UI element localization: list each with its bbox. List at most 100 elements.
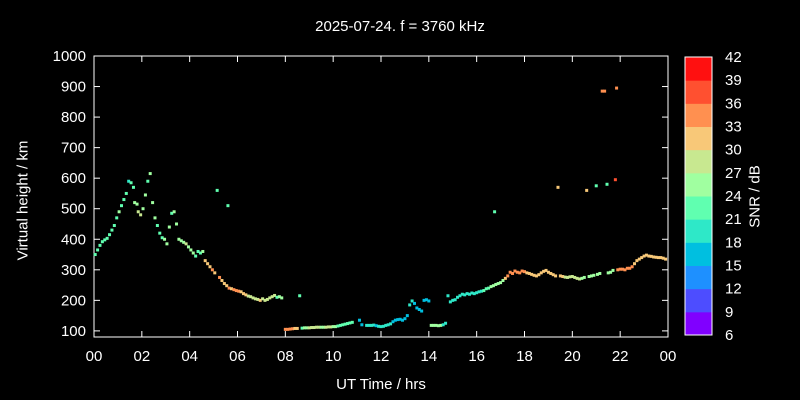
y-tick-label: 100 [61,323,86,340]
data-point [365,323,369,327]
data-point [115,216,119,220]
data-point [477,290,481,294]
x-axis-label: UT Time / hrs [336,376,426,393]
data-point [96,248,100,252]
y-tick-label: 600 [61,170,86,187]
data-point [184,242,188,246]
data-point [251,296,255,300]
data-point [343,322,347,326]
data-point [93,253,97,257]
data-point [605,182,609,186]
data-point [98,243,102,247]
data-point [460,292,464,296]
data-point [226,204,230,208]
data-point [357,318,361,322]
data-point [456,295,460,299]
data-point [160,236,164,240]
y-tick-label: 700 [61,140,86,157]
colorbar-tick-label: 24 [725,188,742,205]
colorbar-tick-label: 30 [725,142,742,159]
data-point [139,213,143,217]
data-point [298,294,302,298]
data-point [647,254,651,258]
data-point [117,210,121,214]
data-point [470,291,474,295]
data-point [592,273,596,277]
data-point [310,326,314,330]
x-tick-label: 02 [133,348,150,365]
data-point [613,178,617,182]
data-point [336,324,340,328]
data-point [258,298,262,302]
data-point [163,237,167,241]
data-point [600,89,604,93]
data-point [256,297,260,301]
data-point [618,267,622,271]
data-point [124,191,128,195]
data-point [598,271,602,275]
data-point [496,282,500,286]
data-point [227,286,231,290]
data-point [554,274,558,278]
data-point [253,297,257,301]
data-point [527,271,531,275]
data-point [633,262,637,266]
data-point [439,323,443,327]
data-point [644,253,648,257]
data-point [346,322,350,326]
data-point [129,181,133,185]
data-point [331,325,335,329]
data-point [213,271,217,275]
data-point [108,233,112,237]
data-point [322,325,326,329]
colorbar-segment [685,149,712,174]
data-point [186,245,190,249]
data-point [534,274,538,278]
data-point [453,298,457,302]
data-point [503,276,507,280]
x-tick-label: 22 [612,348,629,365]
data-point [595,272,599,276]
data-point [280,296,284,300]
data-point [417,308,421,312]
data-point [568,275,572,279]
y-tick-label: 200 [61,292,86,309]
data-point [467,292,471,296]
data-point [334,325,338,329]
data-point [314,325,318,329]
data-point [179,239,183,243]
data-point [350,320,354,324]
data-point [220,278,224,282]
data-point [621,267,625,271]
colorbar-tick-label: 12 [725,281,742,298]
data-point [606,271,610,275]
data-point [609,270,613,274]
data-point [133,201,137,205]
data-point [244,293,248,297]
x-tick-label: 16 [468,348,485,365]
data-point [172,210,176,214]
data-point [374,324,378,328]
data-point [511,271,515,275]
colorbar-frame [684,56,713,336]
colorbar-segment [685,219,712,243]
data-point [286,327,290,331]
data-point [386,323,390,327]
data-point [201,249,205,253]
data-point [508,270,512,274]
data-point [401,318,405,322]
data-point [341,323,345,327]
data-point [170,211,174,215]
data-point [630,265,634,269]
data-point [472,292,476,296]
data-point [203,259,207,263]
data-point [656,256,660,260]
data-point [523,270,526,274]
data-point [277,295,281,299]
data-point [338,323,342,327]
data-point [270,295,274,299]
data-point [391,320,395,324]
data-point [215,188,219,192]
data-point [424,298,428,302]
data-point [506,274,510,278]
